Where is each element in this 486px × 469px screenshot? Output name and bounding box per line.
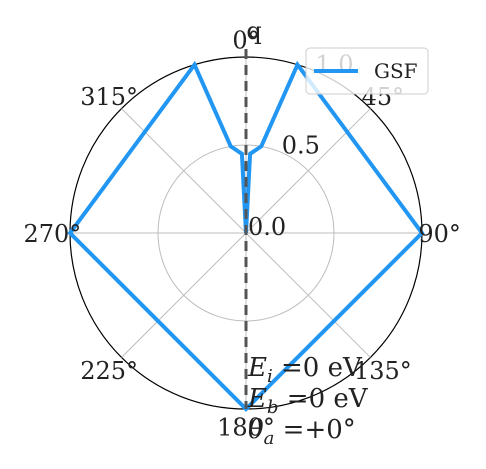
legend-box <box>305 47 429 95</box>
radial-tick-label: 0.0 <box>248 213 286 241</box>
theta-tick-label: 0° <box>232 26 259 54</box>
theta-tick-label: 180° <box>217 414 275 442</box>
radial-tick-label: 0.5 <box>282 132 320 160</box>
grid-spoke <box>245 108 371 234</box>
annotation-binding-energy: Eb =0 eV <box>247 384 369 418</box>
theta-tick-label: 315° <box>80 83 138 111</box>
annotations: Ei =0 eV Eb =0 eV θa =+0° <box>247 353 369 449</box>
reference-line-label: q <box>246 17 261 45</box>
grid-spoke <box>121 108 247 234</box>
grid-spoke <box>121 232 247 358</box>
theta-tick-label: 225° <box>80 357 138 385</box>
annotation-theta-a: θa =+0° <box>248 415 356 449</box>
legend-label-gsf: GSF <box>374 59 418 83</box>
annotation-incident-energy: Ei =0 eV <box>247 353 363 387</box>
theta-tick-labels: 0°45°90°135°180°225°270°315° <box>23 26 460 441</box>
theta-tick-label: 90° <box>418 220 461 248</box>
theta-tick-label: 270° <box>23 220 81 248</box>
legend: GSF <box>305 47 429 95</box>
grid-spoke <box>245 232 371 358</box>
theta-tick-label: 135° <box>354 357 412 385</box>
